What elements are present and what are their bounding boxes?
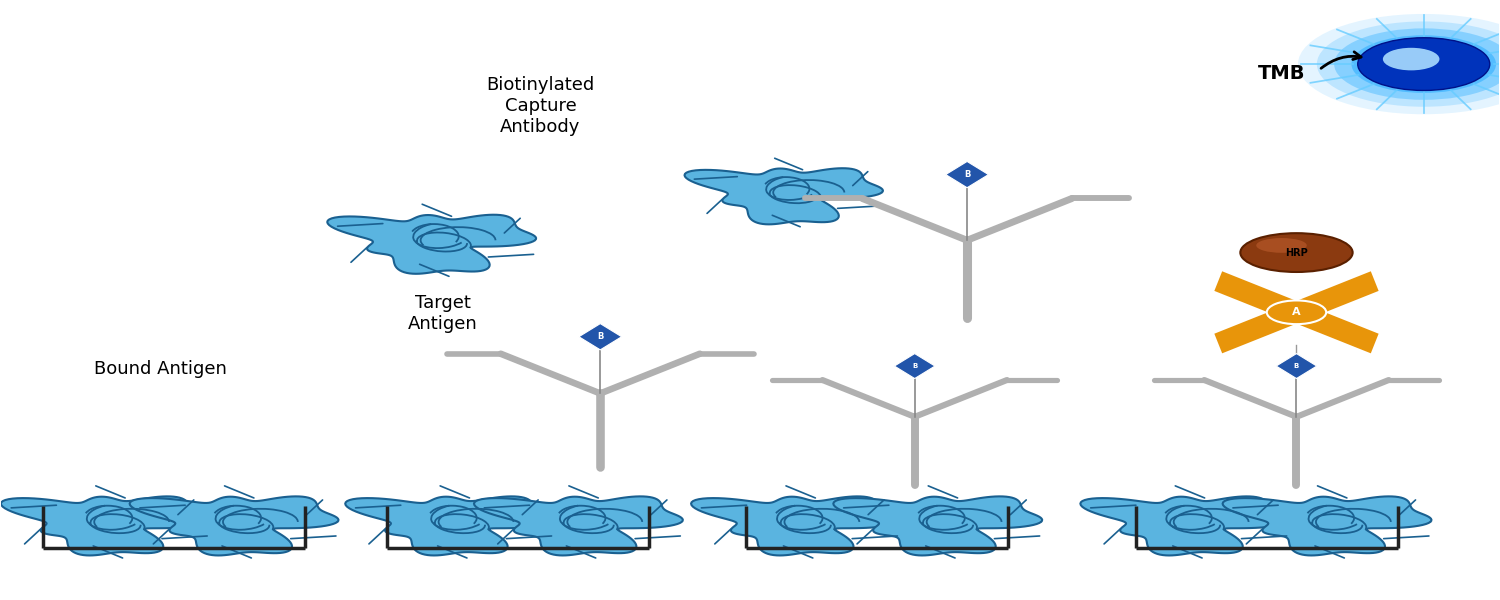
Circle shape [1317, 22, 1500, 107]
Polygon shape [129, 496, 339, 556]
Circle shape [1298, 14, 1500, 114]
Text: B: B [597, 332, 603, 341]
Circle shape [1383, 48, 1440, 70]
Text: TMB: TMB [1258, 64, 1305, 83]
Polygon shape [1276, 353, 1317, 379]
Circle shape [1334, 28, 1500, 100]
Polygon shape [345, 496, 554, 556]
Polygon shape [474, 496, 682, 556]
Polygon shape [684, 168, 883, 224]
Text: B: B [1294, 363, 1299, 369]
Circle shape [1352, 35, 1496, 93]
Polygon shape [2, 496, 210, 556]
Polygon shape [579, 323, 621, 350]
Circle shape [1268, 301, 1326, 324]
Text: Biotinylated
Capture
Antibody: Biotinylated Capture Antibody [486, 76, 594, 136]
Text: Target
Antigen: Target Antigen [408, 294, 479, 333]
Polygon shape [894, 353, 934, 379]
Text: B: B [912, 363, 918, 369]
Text: B: B [964, 170, 970, 179]
Circle shape [1358, 38, 1490, 91]
Text: Bound Antigen: Bound Antigen [94, 359, 226, 377]
Polygon shape [1080, 496, 1288, 556]
Polygon shape [692, 496, 900, 556]
Ellipse shape [1240, 233, 1353, 272]
Polygon shape [1222, 496, 1431, 556]
Polygon shape [834, 496, 1042, 556]
Text: A: A [1292, 307, 1300, 317]
Ellipse shape [1256, 238, 1306, 253]
Polygon shape [945, 161, 988, 188]
Polygon shape [327, 215, 536, 274]
Text: HRP: HRP [1286, 248, 1308, 257]
